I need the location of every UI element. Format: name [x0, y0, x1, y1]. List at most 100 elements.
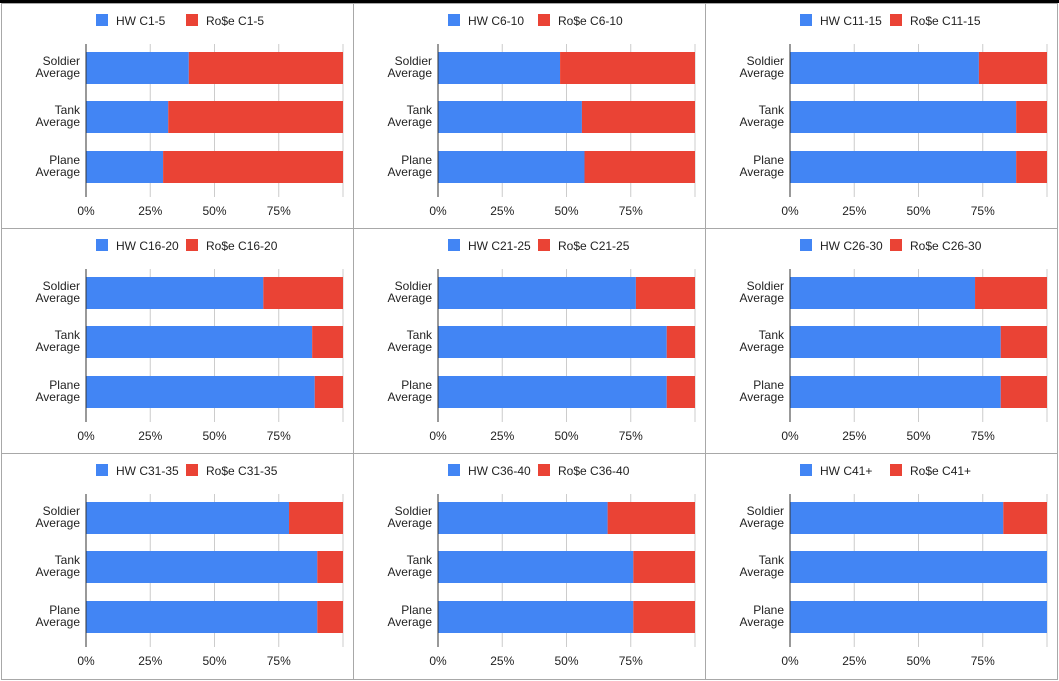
- legend-label: Ro$e C1-5: [206, 14, 264, 28]
- bar-hw-tank[interactable]: [438, 326, 667, 358]
- bar-hw-soldier[interactable]: [438, 502, 608, 534]
- legend[interactable]: HW C6-10 Ro$e C6-10: [448, 14, 623, 28]
- category-label: Soldier Average: [36, 504, 81, 530]
- stacked-bar-chart: HW C16-20 Ro$e C16-20 Soldier Average Tank Av…: [36, 239, 344, 443]
- chart-panel: HW C31-35 Ro$e C31-35 Soldier Average Tank Av…: [1, 453, 354, 680]
- bar-rose-tank[interactable]: [312, 326, 343, 358]
- category-label: Tank Average: [388, 328, 433, 354]
- chart-panel: HW C26-30 Ro$e C26-30 Soldier Average Tank Av…: [705, 228, 1058, 454]
- stacked-bar-chart: HW C11-15 Ro$e C11-15 Soldier Average Tank Av…: [740, 14, 1048, 218]
- bar-rose-plane[interactable]: [633, 601, 695, 633]
- bar-hw-plane[interactable]: [790, 601, 1047, 633]
- bar-hw-soldier[interactable]: [790, 52, 979, 84]
- legend-swatch-rose: [186, 464, 198, 476]
- x-tick-label: 0%: [781, 654, 799, 668]
- bar-rose-soldier[interactable]: [188, 52, 343, 84]
- x-tick-label: 25%: [138, 429, 162, 443]
- bar-hw-soldier[interactable]: [438, 277, 636, 309]
- bar-hw-plane[interactable]: [438, 376, 667, 408]
- bar-hw-tank[interactable]: [790, 326, 1001, 358]
- chart-panel: HW C16-20 Ro$e C16-20 Soldier Average Tank Av…: [1, 228, 354, 454]
- bar-hw-soldier[interactable]: [790, 502, 1004, 534]
- category-label: Soldier Average: [36, 279, 81, 305]
- legend[interactable]: HW C1-5 Ro$e C1-5: [96, 14, 264, 28]
- legend[interactable]: HW C21-25 Ro$e C21-25: [448, 239, 630, 253]
- bar-hw-tank[interactable]: [438, 101, 582, 133]
- bar-hw-tank[interactable]: [86, 101, 169, 133]
- bar-rose-soldier[interactable]: [263, 277, 343, 309]
- bar-hw-soldier[interactable]: [86, 52, 189, 84]
- chart-panel: HW C1-5 Ro$e C1-5 Soldier Average Tank Averag…: [1, 3, 354, 229]
- stacked-bar-chart: HW C6-10 Ro$e C6-10 Soldier Average Tank Aver…: [388, 14, 696, 218]
- bar-hw-plane[interactable]: [86, 601, 318, 633]
- bar-rose-plane[interactable]: [314, 376, 343, 408]
- legend-swatch-rose: [186, 14, 198, 26]
- x-tick-label: 50%: [554, 204, 578, 218]
- bar-rose-plane[interactable]: [317, 601, 343, 633]
- bar-rose-soldier[interactable]: [607, 502, 695, 534]
- category-label: Tank Average: [740, 328, 785, 354]
- category-label: Tank Average: [388, 103, 433, 129]
- bar-hw-plane[interactable]: [790, 376, 1001, 408]
- bar-hw-tank[interactable]: [438, 551, 634, 583]
- bar-hw-soldier[interactable]: [790, 277, 976, 309]
- category-label: Soldier Average: [740, 279, 785, 305]
- bar-rose-soldier[interactable]: [560, 52, 695, 84]
- bar-hw-soldier[interactable]: [86, 277, 264, 309]
- legend[interactable]: HW C11-15 Ro$e C11-15: [800, 14, 981, 28]
- bar-rose-tank[interactable]: [168, 101, 343, 133]
- bar-rose-tank[interactable]: [1000, 326, 1047, 358]
- category-label: Tank Average: [740, 103, 785, 129]
- legend-swatch-rose: [890, 464, 902, 476]
- bar-hw-tank[interactable]: [790, 551, 1047, 583]
- x-tick-label: 0%: [77, 429, 95, 443]
- legend-label: HW C1-5: [116, 14, 166, 28]
- legend-swatch-rose: [890, 239, 902, 251]
- legend-label: HW C31-35: [116, 464, 179, 478]
- bar-hw-soldier[interactable]: [438, 52, 561, 84]
- stacked-bar-chart: HW C31-35 Ro$e C31-35 Soldier Average Tank Av…: [36, 464, 344, 668]
- x-tick-label: 50%: [202, 654, 226, 668]
- x-tick-label: 0%: [781, 429, 799, 443]
- bar-rose-plane[interactable]: [666, 376, 695, 408]
- stacked-bar-chart: HW C1-5 Ro$e C1-5 Soldier Average Tank Averag…: [36, 14, 344, 218]
- bar-rose-soldier[interactable]: [1003, 502, 1047, 534]
- category-label: Tank Average: [36, 328, 81, 354]
- legend-swatch-rose: [890, 14, 902, 26]
- bar-rose-tank[interactable]: [581, 101, 695, 133]
- bar-hw-tank[interactable]: [86, 551, 318, 583]
- bar-rose-plane[interactable]: [584, 151, 695, 183]
- x-tick-label: 50%: [906, 429, 930, 443]
- bar-rose-soldier[interactable]: [635, 277, 695, 309]
- bar-rose-plane[interactable]: [163, 151, 343, 183]
- legend-label: Ro$e C11-15: [910, 14, 981, 28]
- x-tick-label: 50%: [554, 429, 578, 443]
- bar-rose-plane[interactable]: [1000, 376, 1047, 408]
- legend[interactable]: HW C36-40 Ro$e C36-40: [448, 464, 630, 478]
- bar-hw-plane[interactable]: [438, 151, 585, 183]
- x-tick-label: 75%: [267, 429, 291, 443]
- bar-rose-tank[interactable]: [633, 551, 695, 583]
- bar-hw-plane[interactable]: [438, 601, 634, 633]
- legend[interactable]: HW C41+ Ro$e C41+: [800, 464, 971, 478]
- legend[interactable]: HW C31-35 Ro$e C31-35: [96, 464, 278, 478]
- bar-rose-soldier[interactable]: [975, 277, 1047, 309]
- bar-rose-tank[interactable]: [1016, 101, 1047, 133]
- bar-rose-soldier[interactable]: [978, 52, 1047, 84]
- bar-hw-plane[interactable]: [86, 376, 315, 408]
- top-border: [0, 0, 1059, 3]
- bar-hw-plane[interactable]: [86, 151, 164, 183]
- bar-hw-plane[interactable]: [790, 151, 1017, 183]
- bar-rose-plane[interactable]: [1016, 151, 1047, 183]
- x-tick-label: 0%: [429, 204, 447, 218]
- bar-rose-tank[interactable]: [666, 326, 695, 358]
- bar-rose-soldier[interactable]: [289, 502, 343, 534]
- bar-hw-tank[interactable]: [86, 326, 313, 358]
- legend-label: HW C41+: [820, 464, 872, 478]
- bar-hw-soldier[interactable]: [86, 502, 290, 534]
- bar-hw-tank[interactable]: [790, 101, 1017, 133]
- bar-rose-tank[interactable]: [317, 551, 343, 583]
- x-tick-label: 25%: [490, 204, 514, 218]
- legend[interactable]: HW C16-20 Ro$e C16-20: [96, 239, 278, 253]
- legend[interactable]: HW C26-30 Ro$e C26-30: [800, 239, 982, 253]
